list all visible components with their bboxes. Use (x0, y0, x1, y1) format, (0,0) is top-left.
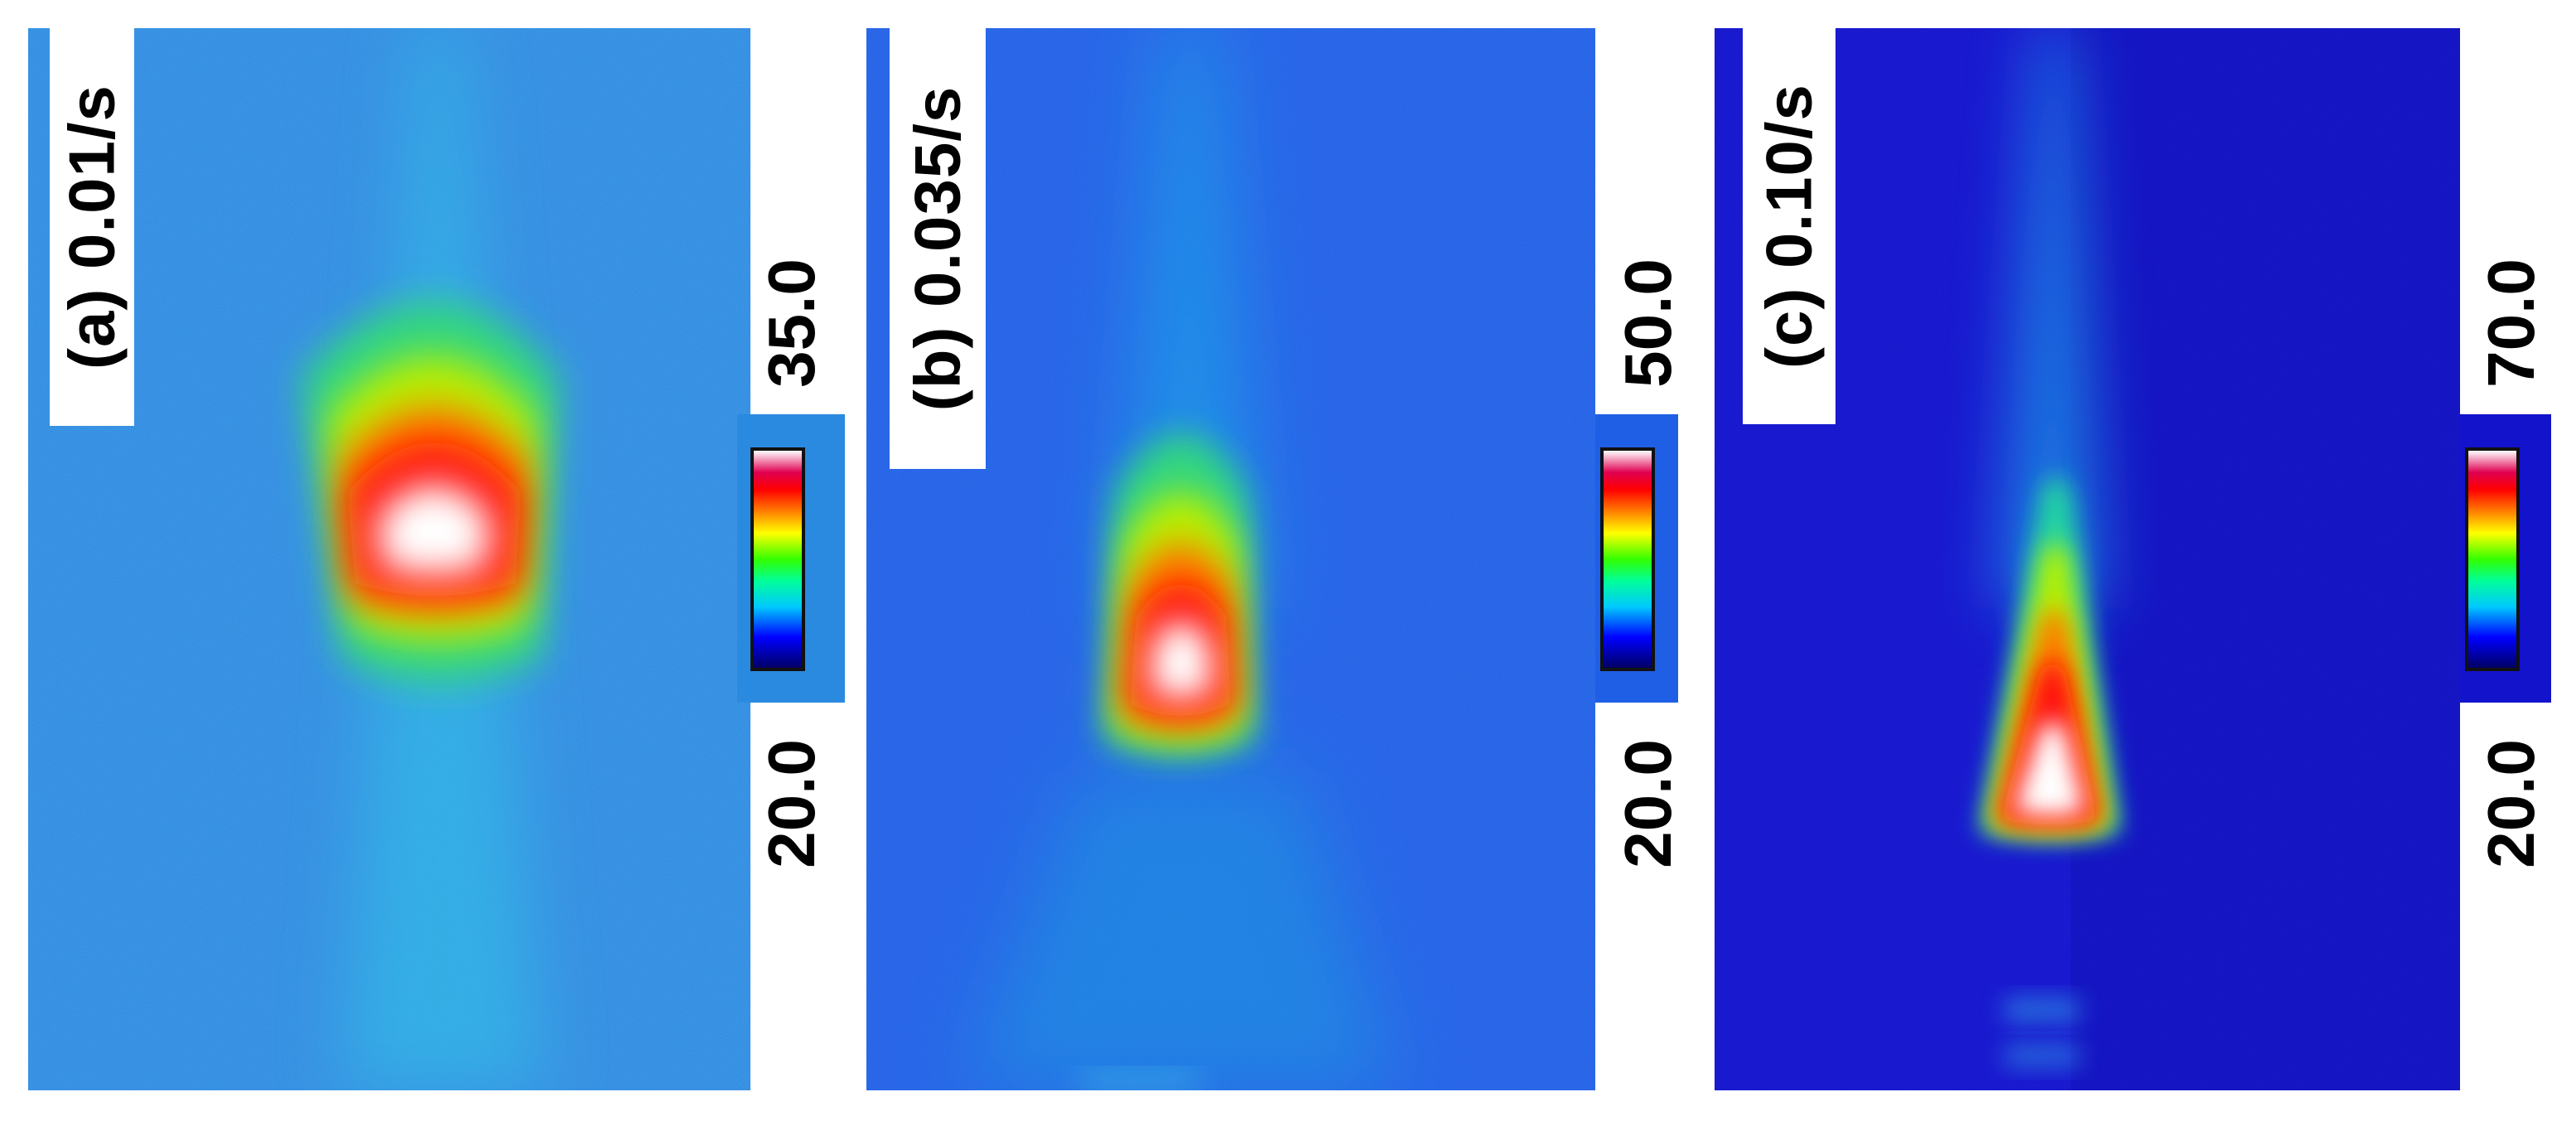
panel-c-scale-min: 20.0 (2474, 739, 2548, 868)
thermal-panel-a (28, 28, 750, 1090)
panel-a-label-box: (a) 0.01/s (50, 28, 134, 426)
panel-b-scale-max: 50.0 (1611, 259, 1685, 388)
panel-a-label: (a) 0.01/s (55, 85, 128, 370)
thermal-panel-b (866, 28, 1595, 1090)
panel-b-colorbar (1600, 447, 1655, 671)
panel-c-colorbar (2465, 447, 2520, 671)
panel-a-colorbar (750, 447, 805, 671)
panel-c-label: (c) 0.10/s (1752, 84, 1826, 369)
panel-b-scale-min: 20.0 (1611, 739, 1685, 868)
thermal-panel-c (1715, 28, 2460, 1090)
panel-c-scale-max: 70.0 (2474, 259, 2548, 388)
panel-b-label-box: (b) 0.035/s (890, 28, 986, 469)
panel-a-scale-min: 20.0 (755, 739, 828, 868)
panel-b-label: (b) 0.035/s (900, 85, 974, 412)
panel-c-label-box: (c) 0.10/s (1743, 28, 1836, 424)
panel-a-scale-max: 35.0 (755, 259, 828, 388)
